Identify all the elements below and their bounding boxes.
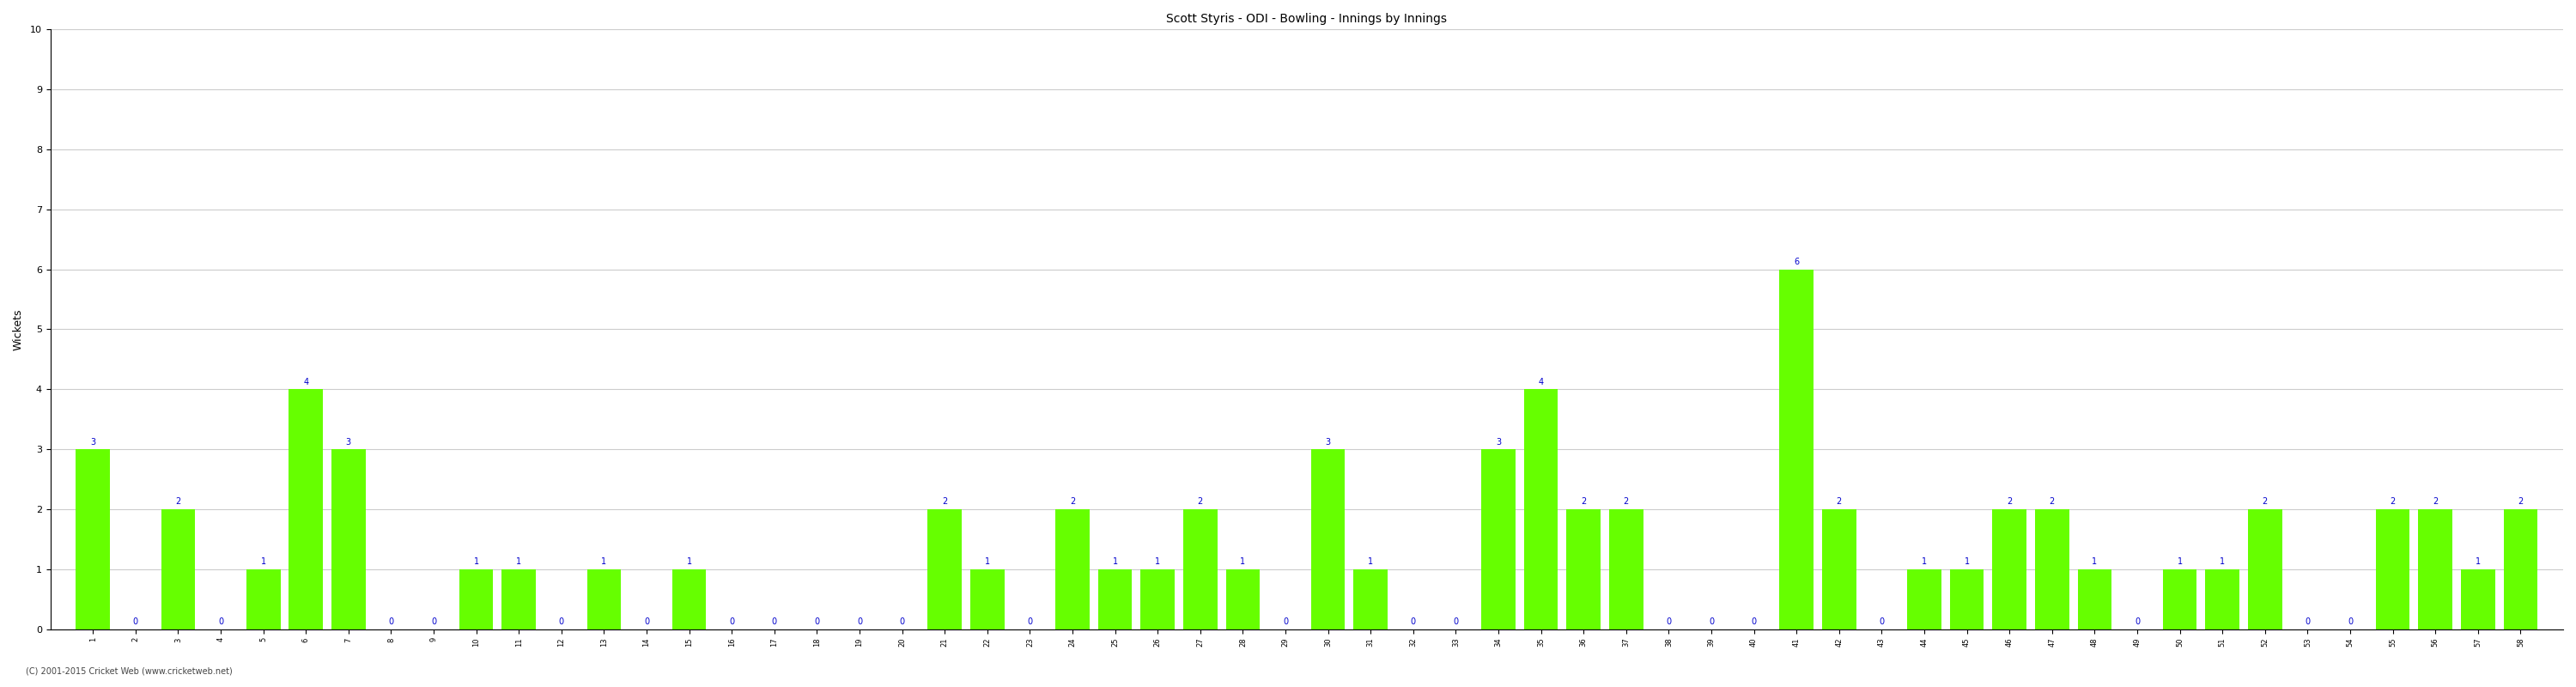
Bar	[247, 569, 281, 629]
Text: 0: 0	[1412, 618, 1417, 626]
Text: 2: 2	[2432, 497, 2437, 506]
Text: 1: 1	[1239, 558, 1244, 566]
Text: 1: 1	[1965, 558, 1971, 566]
Text: 3: 3	[90, 438, 95, 446]
Text: 0: 0	[858, 618, 863, 626]
Bar	[332, 449, 366, 629]
Bar	[971, 569, 1005, 629]
Bar	[1141, 569, 1175, 629]
Text: 0: 0	[1708, 618, 1713, 626]
Text: 3: 3	[1497, 438, 1502, 446]
Bar	[2205, 569, 2239, 629]
Text: 3: 3	[1327, 438, 1332, 446]
Bar	[2079, 569, 2112, 629]
Text: 0: 0	[559, 618, 564, 626]
Text: 0: 0	[814, 618, 819, 626]
Text: 1: 1	[984, 558, 989, 566]
Bar	[1226, 569, 1260, 629]
Text: 2: 2	[943, 497, 948, 506]
Text: 0: 0	[1453, 618, 1458, 626]
Bar	[587, 569, 621, 629]
Bar	[1906, 569, 1942, 629]
Text: 0: 0	[219, 618, 224, 626]
Text: 2: 2	[2050, 497, 2056, 506]
Text: 0: 0	[389, 618, 394, 626]
Bar	[1991, 509, 2027, 629]
Text: 1: 1	[1113, 558, 1118, 566]
Bar	[2375, 509, 2409, 629]
Bar	[2249, 509, 2282, 629]
Text: 1: 1	[2092, 558, 2097, 566]
Bar	[1481, 449, 1515, 629]
Bar	[2504, 509, 2537, 629]
Title: Scott Styris - ODI - Bowling - Innings by Innings: Scott Styris - ODI - Bowling - Innings b…	[1167, 13, 1448, 25]
Text: 0: 0	[1028, 618, 1033, 626]
Text: 1: 1	[2221, 558, 2226, 566]
Bar	[502, 569, 536, 629]
Bar	[1525, 390, 1558, 629]
Bar	[1610, 509, 1643, 629]
Text: 2: 2	[1582, 497, 1587, 506]
Text: 2: 2	[2391, 497, 2396, 506]
Text: 1: 1	[515, 558, 520, 566]
Bar	[75, 449, 111, 629]
Bar	[1950, 569, 1984, 629]
Text: 0: 0	[899, 618, 904, 626]
Text: 1: 1	[474, 558, 479, 566]
Text: 1: 1	[1154, 558, 1159, 566]
Bar	[1182, 509, 1218, 629]
Bar	[2419, 509, 2452, 629]
Text: 1: 1	[1368, 558, 1373, 566]
Text: 0: 0	[2306, 618, 2311, 626]
Bar	[1821, 509, 1857, 629]
Text: 1: 1	[2177, 558, 2182, 566]
Text: 2: 2	[1198, 497, 1203, 506]
Bar	[1566, 509, 1600, 629]
Bar	[1780, 269, 1814, 629]
Bar	[1097, 569, 1131, 629]
Text: 1: 1	[1922, 558, 1927, 566]
Text: 3: 3	[345, 438, 350, 446]
Bar	[162, 509, 196, 629]
Text: 2: 2	[1069, 497, 1074, 506]
Text: 1: 1	[600, 558, 608, 566]
Text: 0: 0	[773, 618, 778, 626]
Text: 0: 0	[430, 618, 435, 626]
Bar	[1311, 449, 1345, 629]
Text: 0: 0	[2136, 618, 2141, 626]
Bar	[2460, 569, 2496, 629]
Text: 1: 1	[2476, 558, 2481, 566]
Text: 4: 4	[1538, 378, 1543, 386]
Text: 4: 4	[304, 378, 309, 386]
Text: 2: 2	[1623, 497, 1628, 506]
Bar	[1352, 569, 1388, 629]
Text: 2: 2	[1837, 497, 1842, 506]
Text: 2: 2	[2262, 497, 2267, 506]
Y-axis label: Wickets: Wickets	[13, 308, 23, 350]
Text: 2: 2	[2007, 497, 2012, 506]
Bar	[2035, 509, 2069, 629]
Text: 0: 0	[2347, 618, 2352, 626]
Text: 6: 6	[1793, 258, 1798, 267]
Text: 0: 0	[1283, 618, 1288, 626]
Text: 2: 2	[175, 497, 180, 506]
Text: 0: 0	[1667, 618, 1672, 626]
Text: 0: 0	[134, 618, 139, 626]
Bar	[927, 509, 961, 629]
Text: 1: 1	[688, 558, 693, 566]
Text: (C) 2001-2015 Cricket Web (www.cricketweb.net): (C) 2001-2015 Cricket Web (www.cricketwe…	[26, 666, 232, 675]
Text: 0: 0	[1878, 618, 1883, 626]
Text: 2: 2	[2517, 497, 2524, 506]
Bar	[2164, 569, 2197, 629]
Bar	[289, 390, 322, 629]
Text: 0: 0	[644, 618, 649, 626]
Bar	[672, 569, 706, 629]
Bar	[1056, 509, 1090, 629]
Text: 1: 1	[260, 558, 265, 566]
Text: 0: 0	[1752, 618, 1757, 626]
Bar	[459, 569, 492, 629]
Text: 0: 0	[729, 618, 734, 626]
